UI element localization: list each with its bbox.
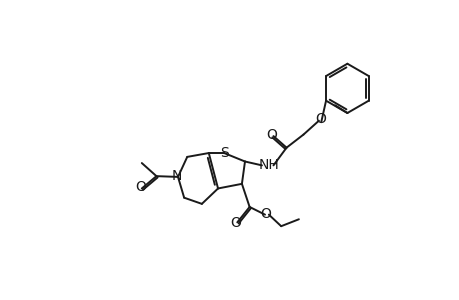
Text: O: O	[314, 112, 325, 126]
Text: O: O	[266, 128, 277, 142]
Text: O: O	[135, 180, 146, 194]
Text: N: N	[172, 169, 182, 183]
Text: O: O	[230, 216, 241, 230]
Text: NH: NH	[258, 158, 279, 172]
Text: S: S	[220, 146, 229, 160]
Text: O: O	[260, 207, 271, 221]
